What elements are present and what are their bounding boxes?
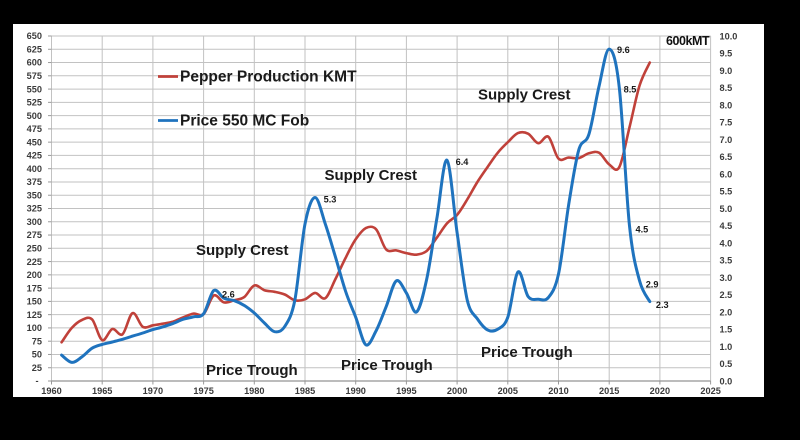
svg-text:100: 100 (27, 323, 42, 333)
svg-text:Supply Crest: Supply Crest (325, 167, 418, 184)
svg-text:6.4: 6.4 (456, 157, 470, 167)
svg-text:5.5: 5.5 (720, 187, 733, 197)
svg-text:2000: 2000 (447, 386, 467, 396)
svg-text:4.0: 4.0 (720, 238, 733, 248)
svg-text:625: 625 (27, 44, 42, 54)
svg-text:425: 425 (27, 151, 42, 161)
svg-text:8.0: 8.0 (720, 100, 733, 110)
svg-text:Price Trough: Price Trough (206, 362, 298, 379)
svg-text:2020: 2020 (650, 386, 670, 396)
svg-text:250: 250 (27, 244, 42, 254)
svg-text:Supply Crest: Supply Crest (196, 242, 289, 259)
svg-text:1960: 1960 (41, 386, 61, 396)
svg-text:150: 150 (27, 297, 42, 307)
svg-text:7.5: 7.5 (720, 118, 733, 128)
svg-text:575: 575 (27, 71, 42, 81)
svg-text:650: 650 (27, 31, 42, 41)
svg-text:5.0: 5.0 (720, 204, 733, 214)
svg-text:1995: 1995 (396, 386, 416, 396)
svg-text:2025: 2025 (700, 386, 720, 396)
svg-text:10.0: 10.0 (720, 31, 738, 41)
svg-text:4.5: 4.5 (636, 225, 649, 235)
svg-text:200: 200 (27, 270, 42, 280)
svg-text:1975: 1975 (193, 386, 213, 396)
svg-text:400: 400 (27, 164, 42, 174)
svg-text:1985: 1985 (295, 386, 315, 396)
svg-text:3.0: 3.0 (720, 273, 733, 283)
svg-text:600: 600 (27, 58, 42, 68)
svg-text:6.0: 6.0 (720, 169, 733, 179)
svg-text:2.9: 2.9 (646, 280, 659, 290)
svg-text:550: 550 (27, 84, 42, 94)
svg-text:Price 550 MC Fob: Price 550 MC Fob (180, 113, 309, 130)
svg-text:450: 450 (27, 137, 42, 147)
svg-text:Price Trough: Price Trough (341, 357, 433, 374)
svg-text:600kMT: 600kMT (666, 34, 710, 48)
svg-text:0.0: 0.0 (720, 376, 733, 386)
svg-text:525: 525 (27, 98, 42, 108)
svg-text:2010: 2010 (548, 386, 568, 396)
svg-text:1980: 1980 (244, 386, 264, 396)
svg-text:125: 125 (27, 310, 42, 320)
svg-text:0.5: 0.5 (720, 359, 733, 369)
svg-text:8.5: 8.5 (624, 84, 637, 94)
svg-text:Pepper Production KMT: Pepper Production KMT (180, 69, 357, 86)
svg-text:25: 25 (32, 363, 42, 373)
svg-text:7.0: 7.0 (720, 135, 733, 145)
svg-text:5.3: 5.3 (324, 195, 337, 205)
svg-text:75: 75 (32, 336, 42, 346)
svg-text:2.6: 2.6 (222, 290, 235, 300)
svg-text:Supply Crest: Supply Crest (478, 87, 571, 104)
svg-text:375: 375 (27, 177, 42, 187)
svg-text:9.5: 9.5 (720, 49, 733, 59)
svg-text:1990: 1990 (345, 386, 365, 396)
svg-text:1965: 1965 (92, 386, 112, 396)
svg-text:Price Trough: Price Trough (481, 344, 573, 361)
svg-text:275: 275 (27, 230, 42, 240)
svg-text:1.0: 1.0 (720, 342, 733, 352)
svg-text:-: - (35, 376, 38, 386)
svg-text:2.5: 2.5 (720, 290, 733, 300)
svg-text:350: 350 (27, 190, 42, 200)
svg-text:50: 50 (32, 350, 42, 360)
svg-text:1.5: 1.5 (720, 325, 733, 335)
svg-text:2015: 2015 (599, 386, 619, 396)
svg-text:9.6: 9.6 (617, 45, 630, 55)
svg-text:300: 300 (27, 217, 42, 227)
svg-text:4.5: 4.5 (720, 221, 733, 231)
svg-text:175: 175 (27, 283, 42, 293)
svg-text:2.3: 2.3 (656, 300, 669, 310)
svg-text:500: 500 (27, 111, 42, 121)
svg-text:2.0: 2.0 (720, 307, 733, 317)
svg-text:475: 475 (27, 124, 42, 134)
svg-text:325: 325 (27, 204, 42, 214)
svg-text:3.5: 3.5 (720, 256, 733, 266)
svg-text:8.5: 8.5 (720, 83, 733, 93)
svg-text:1970: 1970 (143, 386, 163, 396)
svg-text:2005: 2005 (498, 386, 518, 396)
svg-text:6.5: 6.5 (720, 152, 733, 162)
svg-text:225: 225 (27, 257, 42, 267)
svg-text:9.0: 9.0 (720, 66, 733, 76)
